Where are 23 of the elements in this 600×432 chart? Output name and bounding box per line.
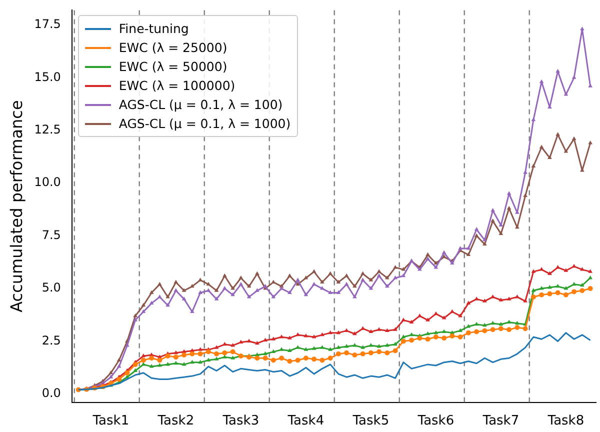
x-tick-label: Task8 bbox=[546, 414, 584, 429]
y-tick-label: 15.0 bbox=[34, 70, 61, 84]
y-tick-label: 17.5 bbox=[34, 17, 61, 32]
x-tick-label: Task7 bbox=[482, 414, 520, 429]
y-tick-label: 10.0 bbox=[34, 175, 61, 190]
y-axis-title: Accumulated performance bbox=[6, 100, 26, 312]
legend-label: AGS-CL (μ = 0.1, λ = 1000) bbox=[118, 115, 291, 134]
x-tick-label: Task1 bbox=[92, 414, 130, 429]
x-tick-label: Task4 bbox=[286, 414, 324, 429]
legend-label: EWC (λ = 50000) bbox=[118, 58, 228, 76]
x-tick-label: Task6 bbox=[416, 414, 454, 429]
legend-label: EWC (λ = 100000) bbox=[118, 77, 236, 96]
y-tick-label: 5.0 bbox=[42, 280, 61, 295]
legend-label: AGS-CL (μ = 0.1, λ = 100) bbox=[118, 96, 283, 114]
y-tick-label: 7.5 bbox=[42, 228, 61, 242]
y-tick-label: 12.5 bbox=[34, 122, 61, 137]
x-tick-label: Task5 bbox=[352, 414, 390, 429]
legend-label: EWC (λ = 25000) bbox=[118, 39, 228, 58]
legend-label: Fine-tuning bbox=[118, 20, 189, 38]
y-tick-label: 2.5 bbox=[42, 333, 61, 348]
x-tick-label: Task2 bbox=[156, 414, 194, 429]
x-tick-label: Task3 bbox=[222, 414, 260, 429]
y-tick-label: 0.0 bbox=[42, 386, 61, 400]
